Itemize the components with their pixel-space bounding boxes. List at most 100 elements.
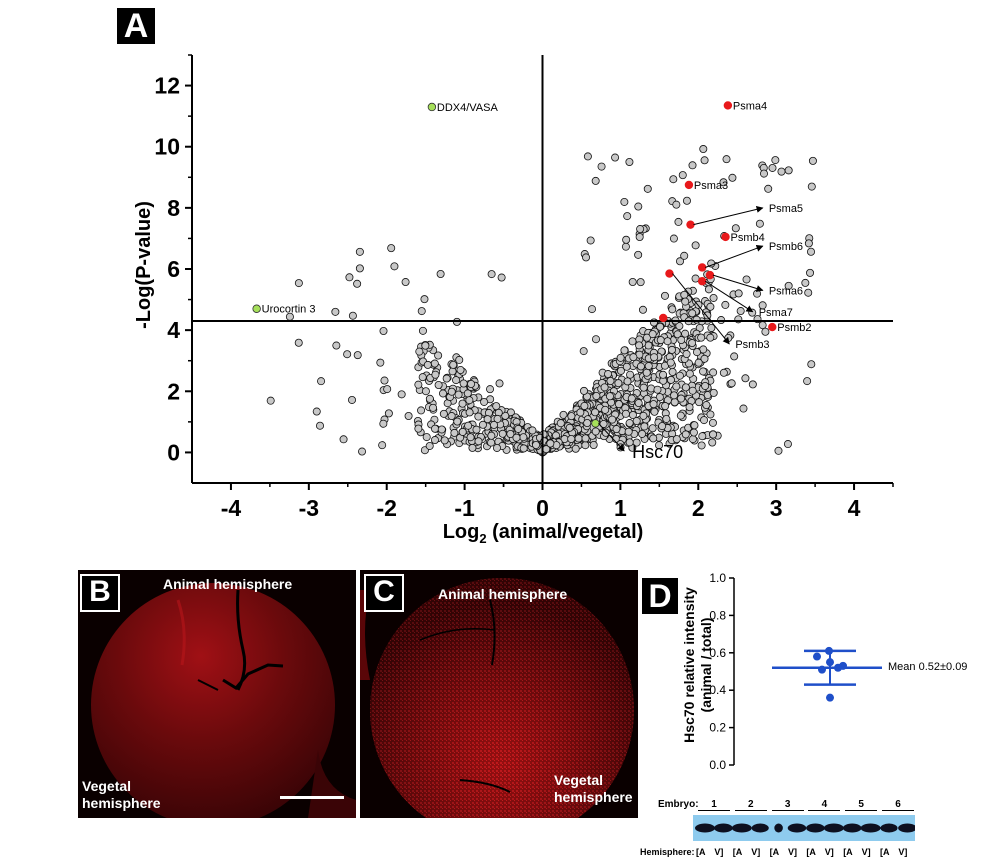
data-point <box>332 341 341 350</box>
data-point <box>472 425 481 434</box>
data-point <box>492 402 501 411</box>
data-point <box>600 383 609 392</box>
y-tick-label: 4 <box>167 317 180 343</box>
data-point <box>706 333 715 342</box>
data-point <box>415 347 424 356</box>
label-arrow <box>672 273 730 345</box>
x-tick-label: 1 <box>614 495 627 521</box>
data-point <box>450 428 459 437</box>
data-point <box>459 379 468 388</box>
data-point <box>672 382 681 391</box>
data-point <box>591 408 600 417</box>
data-point <box>532 441 541 450</box>
data-point <box>601 428 610 437</box>
lane-label: [A <box>769 847 780 857</box>
data-point <box>804 288 813 297</box>
data-point <box>681 329 690 338</box>
data-point <box>662 414 671 423</box>
panel-label-a: A <box>117 8 155 44</box>
lane-label: V] <box>714 847 724 857</box>
data-point <box>583 419 592 428</box>
data-point <box>449 360 458 369</box>
point-label: Psmb6 <box>769 241 803 253</box>
data-point <box>690 421 699 430</box>
lane-label: [A <box>843 847 853 857</box>
x-tick-label: -1 <box>454 495 475 521</box>
highlight-point-psma7 <box>697 277 707 286</box>
data-point <box>489 420 498 429</box>
data-point <box>764 184 773 193</box>
micrograph-c: C Animal hemisphere Vegetal hemisphere <box>360 570 638 818</box>
data-point <box>453 417 462 426</box>
data-point <box>635 341 644 350</box>
data-point <box>622 362 631 371</box>
highlight-point-psma4 <box>723 101 733 110</box>
data-point <box>294 338 303 347</box>
data-point <box>487 431 496 440</box>
d-y-label-line2: (animal / total) <box>698 618 714 713</box>
data-point <box>758 301 767 310</box>
data-point <box>628 277 637 286</box>
data-point <box>442 374 451 383</box>
y-tick-label: 2 <box>167 378 180 404</box>
vegetal-hemisphere-label-c: Vegetal hemisphere <box>554 772 633 805</box>
data-point <box>666 375 675 384</box>
data-point <box>512 433 521 442</box>
data-point <box>495 379 504 388</box>
data-point <box>728 173 737 182</box>
data-point <box>458 399 467 408</box>
data-point <box>731 224 740 233</box>
data-point <box>697 441 706 450</box>
data-point <box>317 377 326 386</box>
data-point <box>670 391 679 400</box>
data-point <box>448 367 457 376</box>
data-point <box>680 251 689 260</box>
d-y-label-line1: Hsc70 relative intensity <box>681 587 697 743</box>
data-point <box>644 362 653 371</box>
highlight-point-psmb2 <box>768 322 777 332</box>
data-point <box>638 429 647 438</box>
data-point <box>434 380 443 389</box>
embryo-2: 2 <box>734 799 767 811</box>
blot-band <box>751 823 769 833</box>
highlight-point-psmb6 <box>697 263 707 272</box>
data-point <box>707 323 716 332</box>
highlight-point-psmb4 <box>721 232 730 242</box>
data-point <box>768 163 777 172</box>
data-point <box>418 326 427 335</box>
y-tick-label: 12 <box>154 73 180 99</box>
data-point <box>611 153 620 162</box>
data-point <box>719 368 728 377</box>
data-point <box>559 410 568 419</box>
data-point <box>727 379 736 388</box>
data-point <box>580 386 589 395</box>
d-y-tick-label: 0.4 <box>709 683 726 697</box>
highlight-point-psmb3 <box>665 269 674 278</box>
y-tick-label: 8 <box>167 195 180 221</box>
data-point <box>699 367 708 376</box>
d-y-tick-label: 0.0 <box>709 758 726 772</box>
data-point <box>676 257 685 266</box>
data-point <box>694 358 703 367</box>
data-point <box>700 354 709 363</box>
data-point <box>734 289 743 298</box>
data-point <box>339 435 348 444</box>
blot-bands <box>695 823 917 833</box>
hsc70-dot-plot: 0.0 0.2 0.4 0.6 0.8 1.0 Hsc70 relative intens… <box>681 571 967 772</box>
data-point <box>456 366 465 375</box>
data-point <box>583 152 592 161</box>
data-point <box>668 368 677 377</box>
data-point <box>605 392 614 401</box>
data-point <box>431 424 440 433</box>
panel-label-b: B <box>80 574 120 612</box>
data-point <box>678 171 687 180</box>
data-point <box>653 385 662 394</box>
data-point <box>668 305 677 314</box>
lane-label: V] <box>751 847 761 857</box>
data-point <box>480 397 489 406</box>
blot-band <box>714 823 733 833</box>
data-point <box>636 362 645 371</box>
data-point <box>528 426 537 435</box>
x-axis-label: Log2 (animal/vegetal) <box>443 521 644 546</box>
